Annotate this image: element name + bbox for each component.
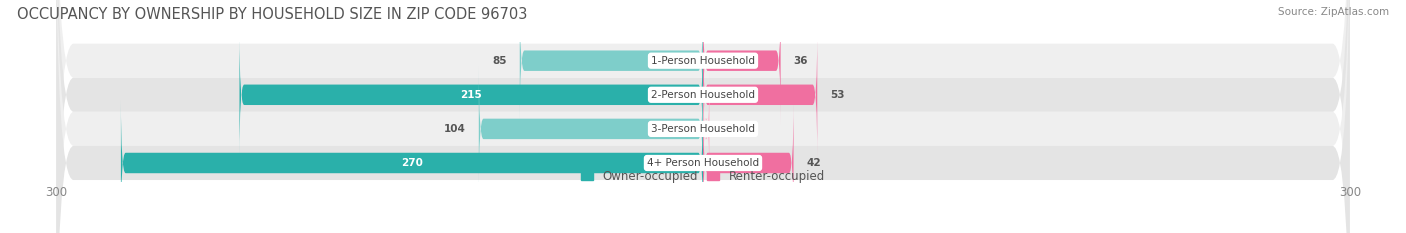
Text: Source: ZipAtlas.com: Source: ZipAtlas.com <box>1278 7 1389 17</box>
Text: 53: 53 <box>830 90 845 100</box>
Text: 3: 3 <box>723 124 730 134</box>
FancyBboxPatch shape <box>56 0 1350 233</box>
Text: 270: 270 <box>401 158 423 168</box>
FancyBboxPatch shape <box>56 0 1350 233</box>
FancyBboxPatch shape <box>121 99 703 226</box>
Text: 2-Person Household: 2-Person Household <box>651 90 755 100</box>
Text: 36: 36 <box>793 56 808 66</box>
FancyBboxPatch shape <box>703 65 710 192</box>
Text: 3-Person Household: 3-Person Household <box>651 124 755 134</box>
Text: 215: 215 <box>460 90 482 100</box>
FancyBboxPatch shape <box>56 0 1350 233</box>
FancyBboxPatch shape <box>239 31 703 158</box>
Text: 1-Person Household: 1-Person Household <box>651 56 755 66</box>
FancyBboxPatch shape <box>520 0 703 124</box>
Text: 42: 42 <box>807 158 821 168</box>
FancyBboxPatch shape <box>56 0 1350 233</box>
FancyBboxPatch shape <box>703 0 780 124</box>
FancyBboxPatch shape <box>703 99 793 226</box>
Text: 85: 85 <box>492 56 506 66</box>
Legend: Owner-occupied, Renter-occupied: Owner-occupied, Renter-occupied <box>581 170 825 183</box>
FancyBboxPatch shape <box>703 31 817 158</box>
Text: 104: 104 <box>444 124 465 134</box>
Text: OCCUPANCY BY OWNERSHIP BY HOUSEHOLD SIZE IN ZIP CODE 96703: OCCUPANCY BY OWNERSHIP BY HOUSEHOLD SIZE… <box>17 7 527 22</box>
FancyBboxPatch shape <box>479 65 703 192</box>
Text: 4+ Person Household: 4+ Person Household <box>647 158 759 168</box>
